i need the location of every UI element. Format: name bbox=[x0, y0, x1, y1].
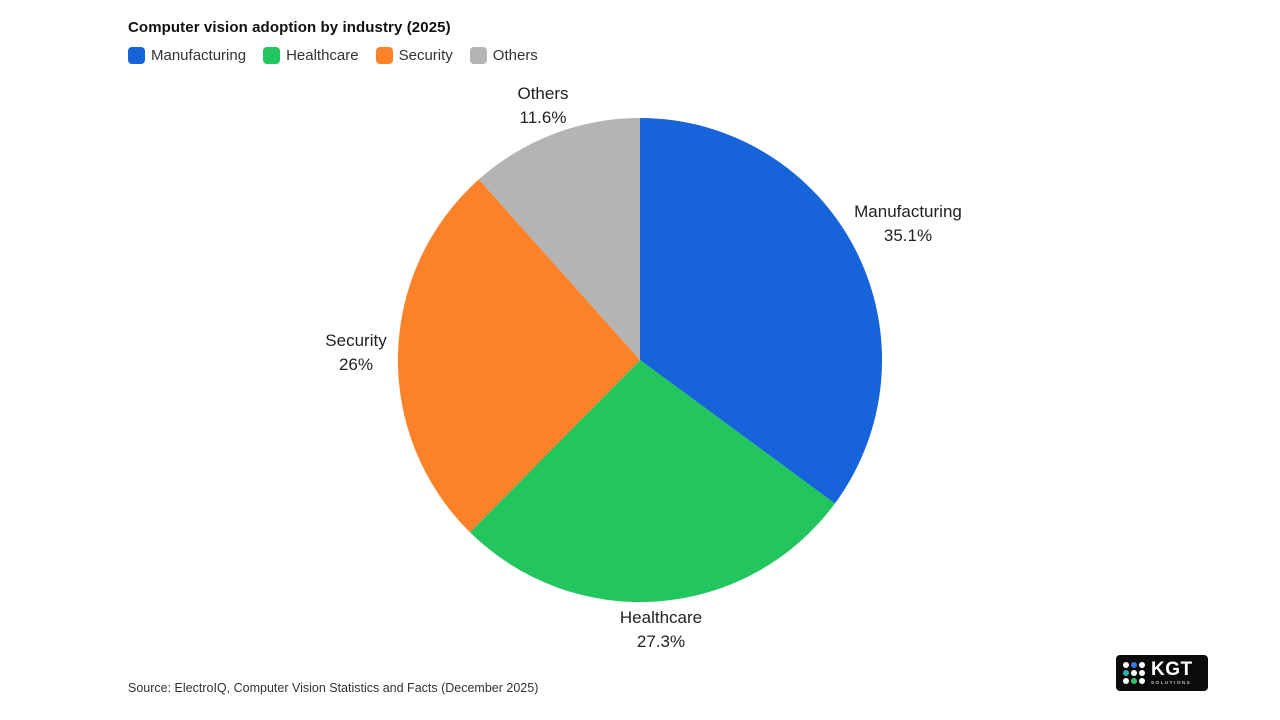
label-others-value: 11.6% bbox=[519, 108, 567, 127]
legend-swatch-security bbox=[375, 47, 393, 64]
slice-others[interactable] bbox=[478, 117, 640, 360]
kgt-logo: KGT SOLUTIONS bbox=[1116, 655, 1208, 691]
label-manufacturing-name: Manufacturing bbox=[854, 202, 962, 221]
label-healthcare: Healthcare 27.3% bbox=[620, 606, 702, 654]
label-manufacturing: Manufacturing 35.1% bbox=[854, 200, 962, 248]
label-security-name: Security bbox=[325, 331, 387, 350]
slice-healthcare[interactable] bbox=[469, 360, 835, 603]
label-manufacturing-value: 35.1% bbox=[883, 226, 933, 245]
label-others-name: Others bbox=[517, 84, 569, 103]
legend-item-others[interactable]: Others bbox=[469, 47, 538, 64]
legend-label: Manufacturing bbox=[151, 47, 247, 64]
legend-swatch-manufacturing bbox=[128, 47, 145, 64]
source-note: Source: ElectroIQ, Computer Vision Stati… bbox=[128, 681, 539, 695]
chart-title: Computer vision adoption by industry (20… bbox=[128, 19, 451, 36]
label-healthcare-value: 27.3% bbox=[636, 632, 686, 651]
logo-main-text: KGT bbox=[1151, 659, 1193, 681]
legend-item-manufacturing[interactable]: Manufacturing bbox=[128, 47, 246, 64]
slice-manufacturing[interactable] bbox=[640, 117, 883, 504]
logo-dots-icon bbox=[1123, 662, 1145, 684]
label-security: Security 26% bbox=[325, 329, 386, 377]
legend-label: Others bbox=[492, 47, 538, 64]
legend-swatch-others bbox=[469, 47, 487, 64]
legend-item-healthcare[interactable]: Healthcare bbox=[263, 47, 359, 64]
legend-swatch-healthcare bbox=[263, 47, 281, 64]
legend: Manufacturing Healthcare Security Others bbox=[128, 47, 538, 64]
legend-item-security[interactable]: Security bbox=[375, 47, 453, 64]
legend-label: Security bbox=[398, 47, 453, 64]
slice-security[interactable] bbox=[397, 179, 640, 533]
label-others: Others 11.6% bbox=[517, 82, 568, 130]
label-healthcare-name: Healthcare bbox=[619, 608, 703, 627]
logo-sub-text: SOLUTIONS bbox=[1151, 680, 1192, 686]
legend-label: Healthcare bbox=[286, 47, 359, 64]
label-security-value: 26% bbox=[338, 355, 374, 374]
